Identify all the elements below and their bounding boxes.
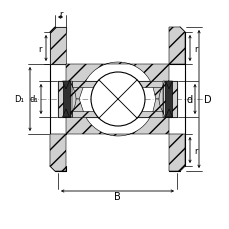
Polygon shape (168, 28, 184, 65)
Text: r: r (38, 44, 42, 53)
Polygon shape (165, 82, 172, 90)
Bar (108, 92, 128, 108)
Polygon shape (165, 109, 172, 117)
Text: B: B (114, 191, 120, 201)
Polygon shape (72, 82, 162, 88)
Text: r: r (193, 146, 197, 155)
Circle shape (91, 73, 144, 126)
Polygon shape (70, 82, 76, 117)
Polygon shape (58, 82, 72, 117)
Text: D: D (203, 95, 211, 105)
Polygon shape (162, 82, 176, 117)
Polygon shape (62, 82, 69, 90)
Polygon shape (66, 100, 168, 136)
Text: r: r (193, 44, 197, 53)
Text: d: d (186, 95, 192, 105)
Polygon shape (168, 134, 184, 171)
Bar (50, 28, 184, 171)
Text: r: r (58, 9, 62, 18)
Polygon shape (158, 82, 164, 117)
Text: d₁: d₁ (29, 95, 38, 104)
Polygon shape (66, 63, 168, 100)
Bar (62, 82, 69, 117)
Polygon shape (72, 112, 162, 117)
Bar (165, 82, 172, 117)
Polygon shape (62, 109, 69, 117)
Polygon shape (50, 28, 66, 65)
Text: D₁: D₁ (14, 95, 24, 104)
Polygon shape (50, 134, 66, 171)
